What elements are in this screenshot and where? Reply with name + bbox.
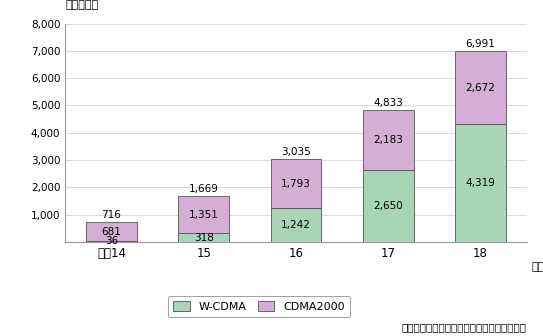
Text: 681: 681: [102, 227, 122, 237]
Text: 1,242: 1,242: [281, 220, 311, 230]
Text: 4,319: 4,319: [465, 178, 495, 188]
Text: 36: 36: [105, 237, 118, 246]
Text: 716: 716: [102, 210, 122, 220]
Bar: [455, 51, 506, 124]
Text: 6,991: 6,991: [465, 39, 495, 49]
Text: 2,183: 2,183: [373, 135, 403, 145]
Text: （年度末）: （年度末）: [531, 261, 543, 271]
Text: （万加入）: （万加入）: [65, 0, 98, 10]
Legend: W-CDMA, CDMA2000: W-CDMA, CDMA2000: [168, 296, 350, 318]
Text: 3,035: 3,035: [281, 147, 311, 157]
Bar: [178, 233, 229, 242]
Bar: [178, 196, 229, 233]
Text: 1,669: 1,669: [189, 184, 219, 194]
Text: 社団法人電気通信事業者協会資料により作成: 社団法人電気通信事業者協会資料により作成: [402, 323, 527, 333]
Bar: [455, 124, 506, 242]
Bar: [363, 170, 414, 242]
Bar: [86, 241, 137, 242]
Text: 1,351: 1,351: [189, 210, 219, 220]
Text: 1,793: 1,793: [281, 178, 311, 188]
Bar: [363, 110, 414, 170]
Bar: [86, 222, 137, 241]
Bar: [270, 208, 321, 242]
Text: 318: 318: [194, 233, 213, 243]
Text: 2,650: 2,650: [373, 201, 403, 211]
Text: 4,833: 4,833: [373, 98, 403, 108]
Text: 2,672: 2,672: [465, 83, 495, 92]
Bar: [270, 159, 321, 208]
